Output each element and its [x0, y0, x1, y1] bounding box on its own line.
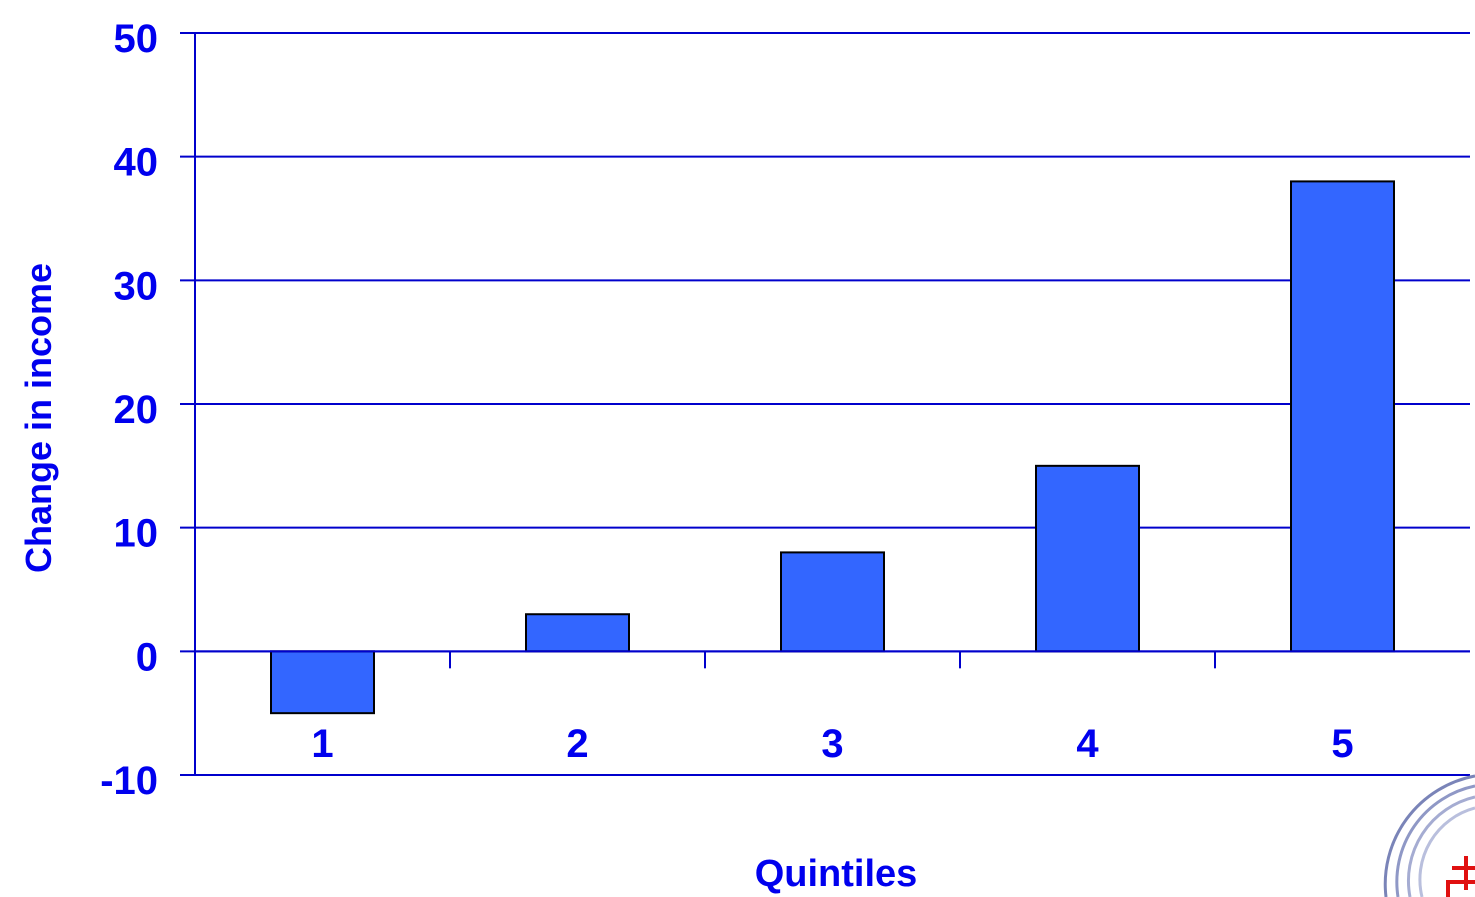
y-tick-label: 20: [114, 388, 159, 432]
y-tick-labels: -10 0 10 20 30 40 50: [100, 17, 158, 803]
x-tick-label: 4: [1076, 722, 1099, 766]
x-tick-label: 1: [311, 722, 333, 766]
y-tick-label: 50: [114, 17, 159, 61]
bar-2: [525, 613, 630, 653]
y-tick-label: 40: [114, 141, 159, 185]
bar-5: [1290, 180, 1395, 653]
bar-4: [1035, 464, 1140, 653]
bars: [270, 180, 1395, 715]
x-tick-label: 5: [1331, 722, 1353, 766]
logo-icon: [1383, 774, 1475, 897]
bar-1: [270, 650, 375, 715]
axes: [194, 33, 1470, 775]
y-axis-label: Change in income: [18, 263, 59, 573]
y-tick-label: 0: [136, 635, 158, 679]
y-tick-label: 30: [114, 264, 159, 308]
bar-3: [780, 551, 885, 653]
y-tick-label: 10: [114, 512, 159, 556]
y-tick-label: -10: [100, 759, 158, 803]
x-tick-labels: 1 2 3 4 5: [311, 722, 1353, 766]
x-tick-label: 2: [566, 722, 588, 766]
x-axis-label: Quintiles: [755, 853, 918, 895]
x-tick-label: 3: [821, 722, 843, 766]
